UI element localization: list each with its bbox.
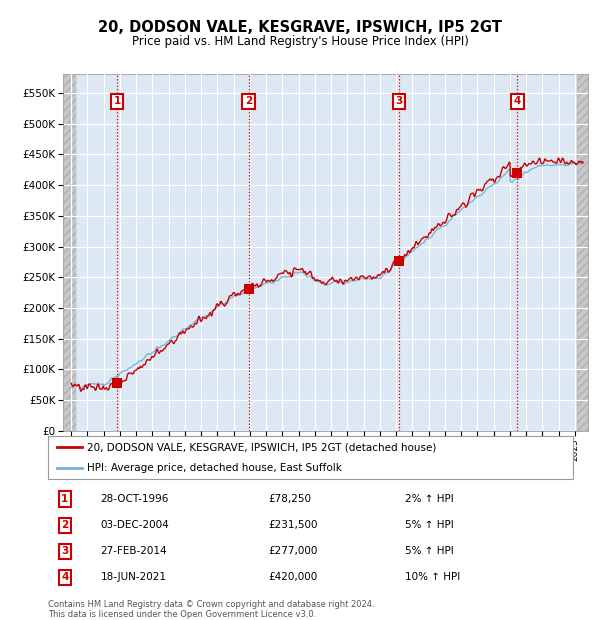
Text: HPI: Average price, detached house, East Suffolk: HPI: Average price, detached house, East… — [88, 463, 342, 472]
Text: £277,000: £277,000 — [269, 546, 318, 556]
Text: 1: 1 — [61, 494, 68, 504]
Text: Price paid vs. HM Land Registry's House Price Index (HPI): Price paid vs. HM Land Registry's House … — [131, 35, 469, 48]
Text: 5% ↑ HPI: 5% ↑ HPI — [405, 520, 454, 530]
Text: 4: 4 — [514, 97, 521, 107]
Text: 3: 3 — [395, 97, 403, 107]
Text: 5% ↑ HPI: 5% ↑ HPI — [405, 546, 454, 556]
Text: 27-FEB-2014: 27-FEB-2014 — [101, 546, 167, 556]
Text: 28-OCT-1996: 28-OCT-1996 — [101, 494, 169, 504]
Text: £231,500: £231,500 — [269, 520, 318, 530]
Text: £420,000: £420,000 — [269, 572, 318, 582]
Bar — [63, 74, 76, 431]
Text: 2% ↑ HPI: 2% ↑ HPI — [405, 494, 454, 504]
Text: 18-JUN-2021: 18-JUN-2021 — [101, 572, 167, 582]
Bar — [577, 74, 588, 431]
Text: 20, DODSON VALE, KESGRAVE, IPSWICH, IP5 2GT: 20, DODSON VALE, KESGRAVE, IPSWICH, IP5 … — [98, 20, 502, 35]
Text: £78,250: £78,250 — [269, 494, 311, 504]
Text: 2: 2 — [61, 520, 68, 530]
Text: 3: 3 — [61, 546, 68, 556]
Text: 1: 1 — [113, 97, 121, 107]
Text: 20, DODSON VALE, KESGRAVE, IPSWICH, IP5 2GT (detached house): 20, DODSON VALE, KESGRAVE, IPSWICH, IP5 … — [88, 443, 437, 453]
Text: 10% ↑ HPI: 10% ↑ HPI — [405, 572, 460, 582]
Text: 2: 2 — [245, 97, 252, 107]
Text: 03-DEC-2004: 03-DEC-2004 — [101, 520, 169, 530]
Text: 4: 4 — [61, 572, 68, 582]
Text: Contains HM Land Registry data © Crown copyright and database right 2024.
This d: Contains HM Land Registry data © Crown c… — [48, 600, 374, 619]
